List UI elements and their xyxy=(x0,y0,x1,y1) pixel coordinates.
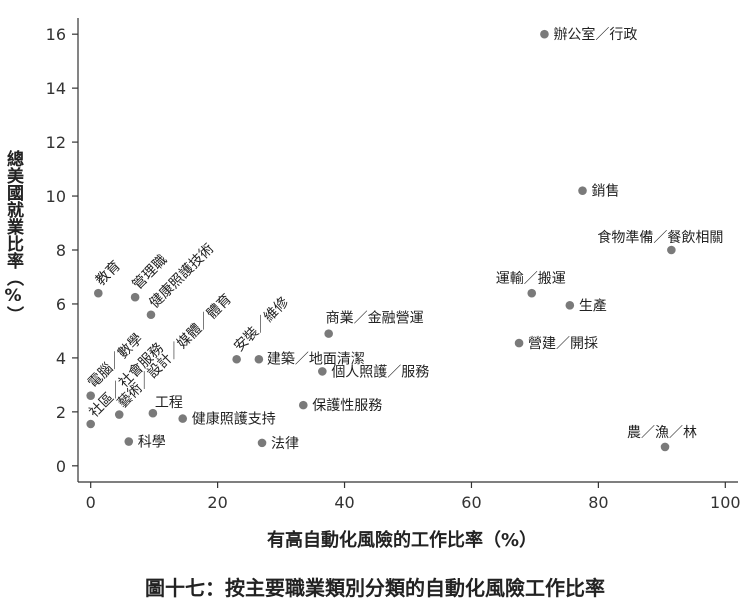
x-tick-label: 0 xyxy=(86,493,96,512)
point-label: 食物準備／餐飲相關 xyxy=(597,229,723,246)
point-label: 個人照護／服務 xyxy=(331,364,429,380)
y-tick-label: 14 xyxy=(46,79,66,98)
point-label: 運輸／搬運 xyxy=(496,271,566,287)
data-point xyxy=(298,400,308,410)
data-point xyxy=(254,354,264,364)
figure-caption: 圖十七：按主要職業類別分類的自動化風險工作比率 xyxy=(145,576,605,600)
y-tick-label: 16 xyxy=(46,25,66,44)
data-point xyxy=(318,367,327,376)
data-point xyxy=(660,442,670,452)
point-label: 科學 xyxy=(138,435,166,451)
tick-labels: 0 20 40 60 80 100 0 2 4 6 8 10 12 14 16 xyxy=(46,25,741,512)
point-label: 法律 xyxy=(271,436,299,452)
point-label: 保護性服務 xyxy=(312,398,382,414)
data-point xyxy=(114,410,124,419)
data-point xyxy=(514,338,524,348)
y-tick-label: 10 xyxy=(46,187,66,206)
point-label: 工程 xyxy=(155,395,183,411)
data-point xyxy=(232,354,241,364)
data-point xyxy=(146,310,156,320)
x-tick-label: 20 xyxy=(207,493,227,512)
y-tick-label: 6 xyxy=(56,295,66,314)
point-label: 商業／金融營運 xyxy=(326,311,424,327)
data-point xyxy=(94,288,103,298)
axes xyxy=(77,18,738,483)
point-label: 生產 xyxy=(579,297,607,314)
point-label: 辦公室／行政 xyxy=(553,26,637,43)
point-label: 安裝／維修 xyxy=(231,294,292,355)
data-points xyxy=(86,29,676,452)
point-label: 營建／開採 xyxy=(528,336,598,352)
y-tick-label: 2 xyxy=(56,403,66,422)
data-point xyxy=(124,437,134,446)
y-tick-label: 4 xyxy=(56,349,66,368)
y-tick-label: 0 xyxy=(56,457,66,476)
point-label: 健康照護支持 xyxy=(192,411,276,428)
x-tick-label: 40 xyxy=(334,493,354,512)
point-label: 農／漁／林 xyxy=(627,425,697,441)
point-label: 建築／地面清潔 xyxy=(267,351,365,367)
point-label: 教育 xyxy=(93,258,124,289)
x-tick-label: 80 xyxy=(588,493,608,512)
data-point xyxy=(578,186,587,195)
data-point xyxy=(565,301,575,310)
x-tick-label: 100 xyxy=(710,493,741,512)
point-label: 銷售 xyxy=(592,184,620,200)
data-point xyxy=(257,438,267,448)
x-axis-label: 有高自動化風險的工作比率（%） xyxy=(267,529,537,551)
data-point xyxy=(148,408,158,418)
y-axis-label: 總美國就業比率（%） xyxy=(3,150,23,323)
data-point xyxy=(667,245,676,255)
data-point xyxy=(540,29,549,39)
x-tick-label: 60 xyxy=(461,493,481,512)
data-point xyxy=(527,288,537,298)
data-point xyxy=(130,292,140,302)
data-point xyxy=(86,391,95,400)
y-tick-label: 12 xyxy=(46,133,66,152)
y-tick-label: 8 xyxy=(56,241,66,260)
data-point xyxy=(178,414,188,423)
data-point xyxy=(86,419,95,429)
data-point xyxy=(324,329,333,338)
